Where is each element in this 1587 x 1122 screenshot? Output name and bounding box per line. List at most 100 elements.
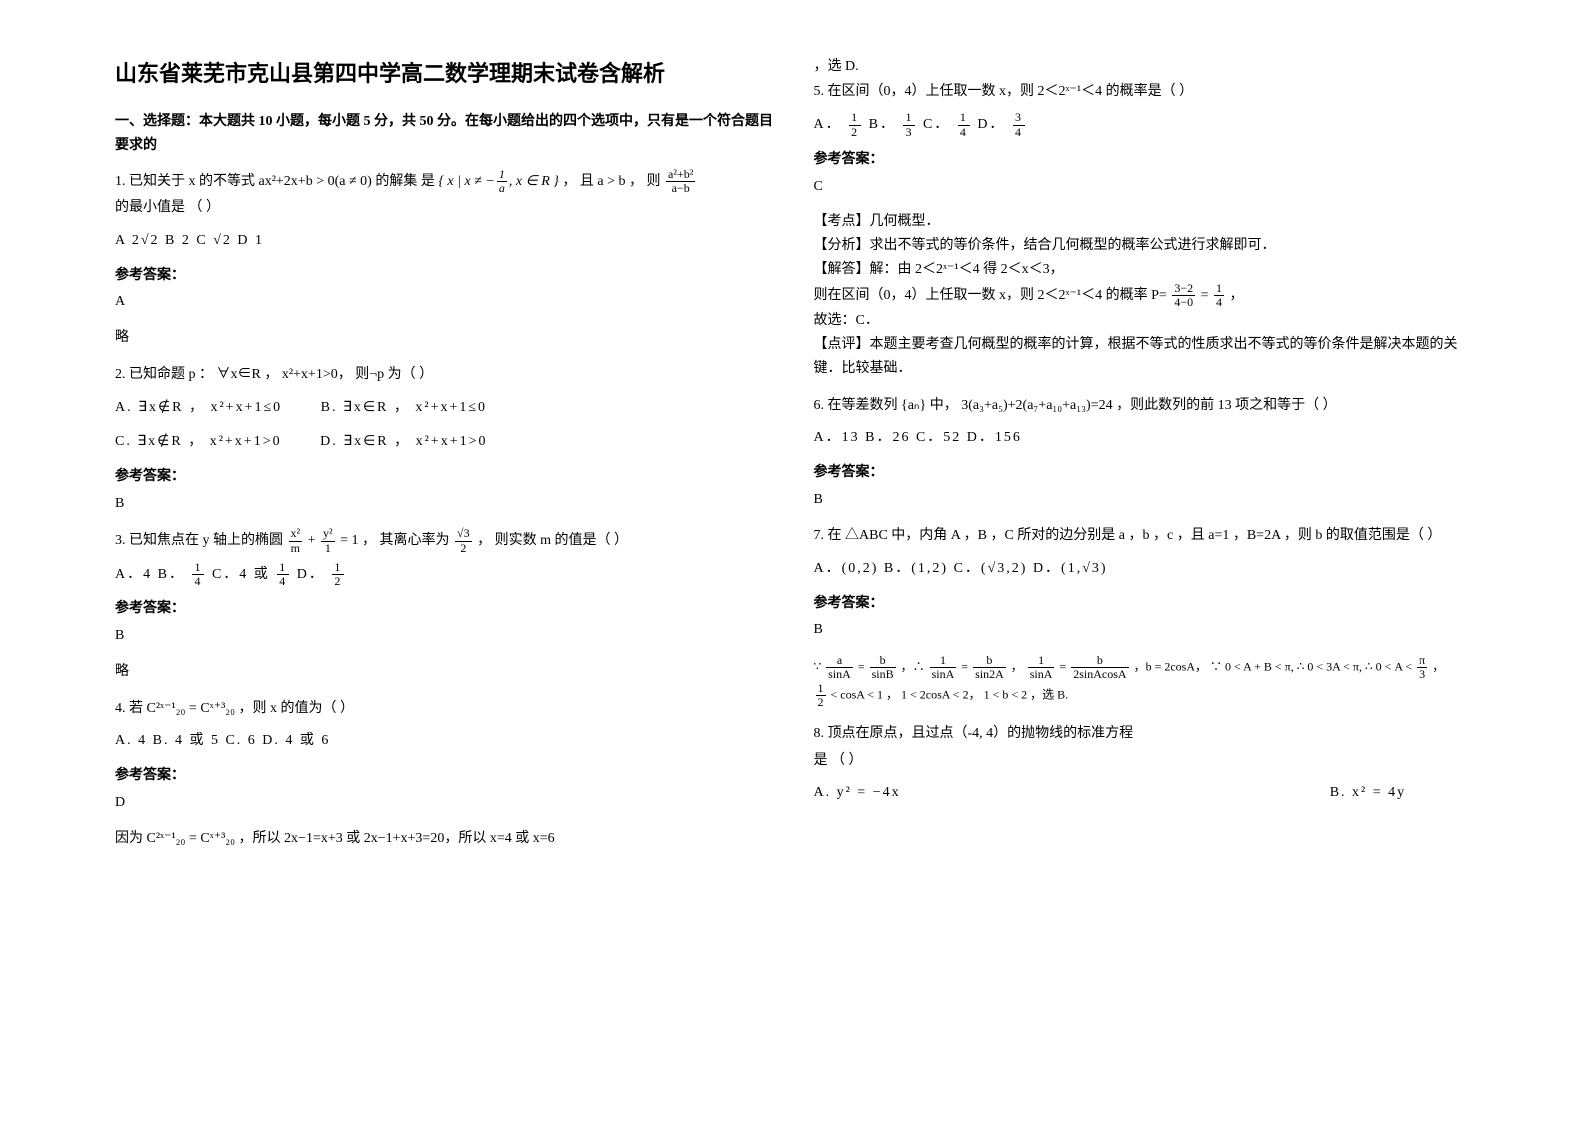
q5-analysis-label: 【分析】 xyxy=(814,238,870,253)
q5-solve-text: 解：由 2＜2ˣ⁻¹＜4 得 2＜x＜3， xyxy=(870,262,1064,277)
page-title: 山东省莱芜市克山县第四中学高二数学理期末试卷含解析 xyxy=(115,55,774,92)
q1-options: A 2√2 B 2 C √2 D 1 xyxy=(115,228,774,255)
q8-optB: B. x² = 4y xyxy=(1330,780,1406,807)
right-top: ，选 D. xyxy=(814,55,1473,79)
question-6: 6. 在等差数列 {aₙ} 中， 3(a₃+a₅)+2(a₇+a₁₀+a₁₃)=… xyxy=(814,393,1473,452)
q3-frac2: y²1 xyxy=(321,527,335,554)
q7-explain1: ∵ asinA = bsinB ，∴ 1sinA = bsin2A ， 1sin… xyxy=(814,654,1473,681)
q7-ef2: bsinB xyxy=(870,654,896,681)
q1-frac: a²+b²a−b xyxy=(666,168,695,195)
q8-optA: A. y² = −4x xyxy=(814,780,901,807)
q3-ofracD: 12 xyxy=(332,561,344,588)
q2-optA: A. ∃x∉R ， x²+x+1≤0 xyxy=(115,400,282,415)
right-column: ，选 D. 5. 在区间（0，4）上任取一数 x，则 2＜2ˣ⁻¹＜4 的概率是… xyxy=(794,55,1493,1082)
q2-row1: A. ∃x∉R ， x²+x+1≤0 B. ∃x∈R ， x²+x+1≤0 xyxy=(115,395,774,422)
q4-answer: D xyxy=(115,791,774,815)
answer-label-2: 参考答案： xyxy=(115,464,774,488)
question-3: 3. 已知焦点在 y 轴上的椭圆 x²m + y²1 = 1 ， 其离心率为 √… xyxy=(115,527,774,588)
q3-frac1: x²m xyxy=(289,527,303,554)
q5-comment-label: 【点评】 xyxy=(814,337,870,352)
q5-fracD: 34 xyxy=(1013,111,1025,138)
answer-label-4: 参考答案： xyxy=(115,763,774,787)
q5-solve-frac1: 3−24−0 xyxy=(1172,282,1195,309)
section-header: 一、选择题：本大题共 10 小题，每小题 5 分，共 50 分。在每小题给出的四… xyxy=(115,110,774,158)
q5-fracB: 13 xyxy=(903,111,915,138)
q1-set: { x | x ≠ −1a, x ∈ R } xyxy=(438,174,559,189)
q6-options: A．13 B．26 C．52 D．156 xyxy=(814,425,1473,452)
question-2: 2. 已知命题 p ： ∀x∈R ， x²+x+1>0， 则¬p 为（ ） A.… xyxy=(115,362,774,456)
q1-answer2: 略 xyxy=(115,326,774,350)
q7-answer: B xyxy=(814,618,1473,642)
q7-options: A．(0,2) B．(1,2) C．(√3,2) D．(1,√3) xyxy=(814,556,1473,583)
question-4: 4. 若 C²ˣ⁻¹₂₀ = Cˣ⁺³₂₀ ，则 x 的值为（ ） A. 4 B… xyxy=(115,696,774,755)
q2-answer: B xyxy=(115,492,774,516)
q3-mid: ， 其离心率为 xyxy=(362,533,450,548)
q3-opts-post: D． xyxy=(297,567,325,582)
q7-ef7: π3 xyxy=(1417,654,1427,681)
q5-b: B． xyxy=(869,117,896,132)
q2-optC: C. ∃x∉R ， x²+x+1>0 xyxy=(115,434,282,449)
question-1: 1. 已知关于 x 的不等式 ax²+2x+b > 0(a ≠ 0) 的解集 是… xyxy=(115,168,774,255)
q5-d: D． xyxy=(977,117,1005,132)
q7-e1eq: = xyxy=(858,660,865,674)
q5-analysis-text: 求出不等式的等价条件，结合几何概型的概率公式进行求解即可． xyxy=(870,238,1276,253)
q4-explain: 因为 C²ˣ⁻¹₂₀ = Cˣ⁺³₂₀ ，所以 2x−1=x+3 或 2x−1+… xyxy=(115,827,774,851)
q3-pre: 3. 已知焦点在 y 轴上的椭圆 xyxy=(115,533,283,548)
q8-options: A. y² = −4x B. x² = 4y xyxy=(814,780,1407,807)
q5-solve-frac2: 14 xyxy=(1214,282,1224,309)
q7-ef6: b2sinAcosA xyxy=(1071,654,1128,681)
answer-label-3: 参考答案： xyxy=(115,596,774,620)
q3-answer2: 略 xyxy=(115,660,774,684)
q5-point-text: 几何概型． xyxy=(870,214,940,229)
q3-frac3: √32 xyxy=(455,527,472,554)
q5-solve2-mid: = xyxy=(1201,288,1209,303)
q3-opts-mid: C．4 或 xyxy=(212,567,270,582)
question-8: 8. 顶点在原点，且过点（-4, 4）的抛物线的标准方程 是 （ ） A. y²… xyxy=(814,721,1473,807)
q7-e1e: = xyxy=(1059,660,1066,674)
q5-answer: C xyxy=(814,175,1473,199)
q3-opts-pre: A．4 B． xyxy=(115,567,185,582)
q7-e1d: ， xyxy=(1011,660,1023,674)
q2-text: 2. 已知命题 p ： ∀x∈R ， x²+x+1>0， 则¬p 为（ ） xyxy=(115,362,774,389)
q7-ef5: 1sinA xyxy=(1028,654,1055,681)
answer-label-1: 参考答案： xyxy=(115,263,774,287)
q5-point: 【考点】几何概型． xyxy=(814,210,1473,234)
q5-solve1: 【解答】解：由 2＜2ˣ⁻¹＜4 得 2＜x＜3， xyxy=(814,258,1473,282)
q1-text-pre: 1. 已知关于 x 的不等式 ax²+2x+b > 0(a ≠ 0) 的解集 是 xyxy=(115,174,435,189)
q7-explain2: 12 < cosA < 1 ， 1 < 2cosA < 2， 1 < b < 2… xyxy=(814,682,1473,709)
q5-options: A． 12 B． 13 C． 14 D． 34 xyxy=(814,111,1473,139)
q5-solve2-post: ， xyxy=(1230,288,1244,303)
q5-comment: 【点评】本题主要考查几何概型的概率的计算，根据不等式的性质求出不等式的等价条件是… xyxy=(814,333,1473,381)
q5-fracC: 14 xyxy=(958,111,970,138)
q5-point-label: 【考点】 xyxy=(814,214,870,229)
q2-optB: B. ∃x∈R ， x²+x+1≤0 xyxy=(321,400,487,415)
q5-solve2: 则在区间（0，4）上任取一数 x，则 2＜2ˣ⁻¹＜4 的概率 P= 3−24−… xyxy=(814,282,1473,309)
q4-text: 4. 若 C²ˣ⁻¹₂₀ = Cˣ⁺³₂₀ ，则 x 的值为（ ） xyxy=(115,696,774,723)
answer-label-5: 参考答案： xyxy=(814,147,1473,171)
q8-text2: 是 （ ） xyxy=(814,748,1473,775)
q6-answer: B xyxy=(814,488,1473,512)
q7-e1b: ，∴ xyxy=(901,660,925,674)
q3-answer: B xyxy=(115,624,774,648)
left-column: 山东省莱芜市克山县第四中学高二数学理期末试卷含解析 一、选择题：本大题共 10 … xyxy=(95,55,794,1082)
q3-ofracC: 14 xyxy=(277,561,289,588)
q1-answer: A xyxy=(115,290,774,314)
q5-analysis: 【分析】求出不等式的等价条件，结合几何概型的概率公式进行求解即可． xyxy=(814,234,1473,258)
q7-e1c: = xyxy=(961,660,968,674)
q5-solve-label: 【解答】 xyxy=(814,262,870,277)
q7-e1h: ， xyxy=(1432,660,1444,674)
q5-c: C． xyxy=(923,117,950,132)
q5-text: 5. 在区间（0，4）上任取一数 x，则 2＜2ˣ⁻¹＜4 的概率是（ ） xyxy=(814,79,1473,106)
q7-e2mid: < cosA < 1 ， 1 < 2cosA < 2， 1 < b < 2 ，选… xyxy=(831,687,1069,701)
q2-optD: D. ∃x∈R ， x²+x+1>0 xyxy=(320,434,487,449)
q7-e1a: ∵ xyxy=(814,660,822,674)
q5-solve2-pre: 则在区间（0，4）上任取一数 x，则 2＜2ˣ⁻¹＜4 的概率 P= xyxy=(814,288,1167,303)
q7-ef1: asinA xyxy=(826,654,853,681)
q3-options: A．4 B． 14 C．4 或 14 D． 12 xyxy=(115,561,774,589)
q7-text: 7. 在 △ABC 中，内角 A ，B ，C 所对的边分别是 a ，b ，c ，… xyxy=(814,523,1473,550)
q5-solve3: 故选：C． xyxy=(814,309,1473,333)
q4-options: A. 4 B. 4 或 5 C. 6 D. 4 或 6 xyxy=(115,728,774,755)
answer-label-7: 参考答案： xyxy=(814,591,1473,615)
q8-text: 8. 顶点在原点，且过点（-4, 4）的抛物线的标准方程 xyxy=(814,721,1473,748)
q3-ofracB: 14 xyxy=(192,561,204,588)
